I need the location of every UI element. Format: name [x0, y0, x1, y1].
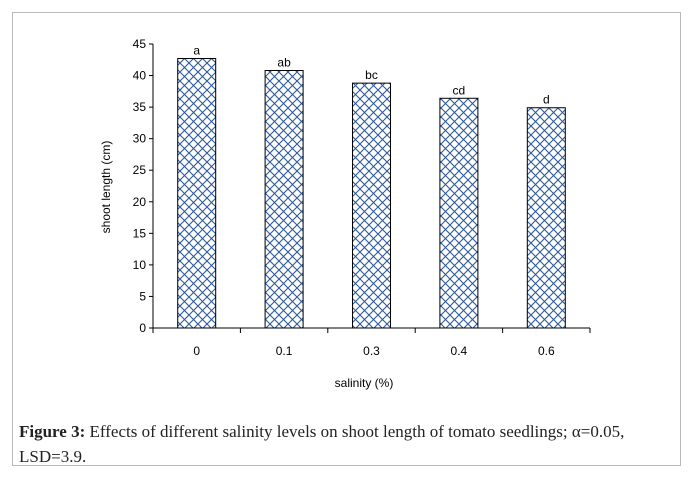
bar-letter-label-1: ab — [277, 56, 291, 70]
x-tick-label-1: 0.1 — [276, 344, 293, 358]
figure-caption: Figure 3: Effects of different salinity … — [19, 419, 679, 469]
bar-letter-label-2: bc — [365, 68, 378, 82]
x-tick-label-0: 0 — [193, 344, 200, 358]
bar-letter-label-0: a — [193, 44, 200, 58]
bar-chart: 0 5 10 15 20 25 30 35 40 45 a ab bc cd d 0 0.1 0.3 0.4 0.… — [99, 37, 591, 390]
y-tick-label-6: 30 — [133, 132, 147, 146]
caption-label: Figure 3: — [19, 422, 86, 441]
x-axis: 0 0.1 0.3 0.4 0.6 — [152, 327, 591, 358]
y-tick-label-2: 10 — [133, 258, 147, 272]
y-axis-label: shoot length (cm) — [99, 141, 113, 234]
caption-text: Effects of different salinity levels on … — [19, 422, 625, 466]
bar-0.4 — [439, 97, 479, 329]
y-tick-label-7: 35 — [133, 100, 147, 114]
x-tick-label-4: 0.6 — [538, 344, 555, 358]
y-axis: 0 5 10 15 20 25 30 35 40 45 — [133, 37, 154, 335]
figure-frame — [12, 12, 681, 466]
y-tick-label-1: 5 — [139, 289, 146, 303]
bar-letter-label-3: cd — [453, 83, 466, 97]
x-tick-label-3: 0.4 — [451, 344, 468, 358]
y-tick-label-5: 25 — [133, 163, 147, 177]
bar-0.3 — [352, 82, 391, 329]
bars: a ab bc cd d — [177, 44, 566, 329]
y-tick-label-4: 20 — [133, 195, 147, 209]
bar-0.1 — [264, 70, 304, 329]
y-tick-label-3: 15 — [133, 226, 147, 240]
bar-letter-label-4: d — [543, 93, 550, 107]
y-tick-label-0: 0 — [139, 321, 146, 335]
bar-0 — [177, 58, 217, 329]
x-axis-label: salinity (%) — [335, 376, 394, 390]
bar-0.6 — [526, 107, 566, 329]
y-tick-label-8: 40 — [133, 69, 147, 83]
x-tick-label-2: 0.3 — [363, 344, 380, 358]
y-tick-label-9: 45 — [133, 37, 147, 51]
